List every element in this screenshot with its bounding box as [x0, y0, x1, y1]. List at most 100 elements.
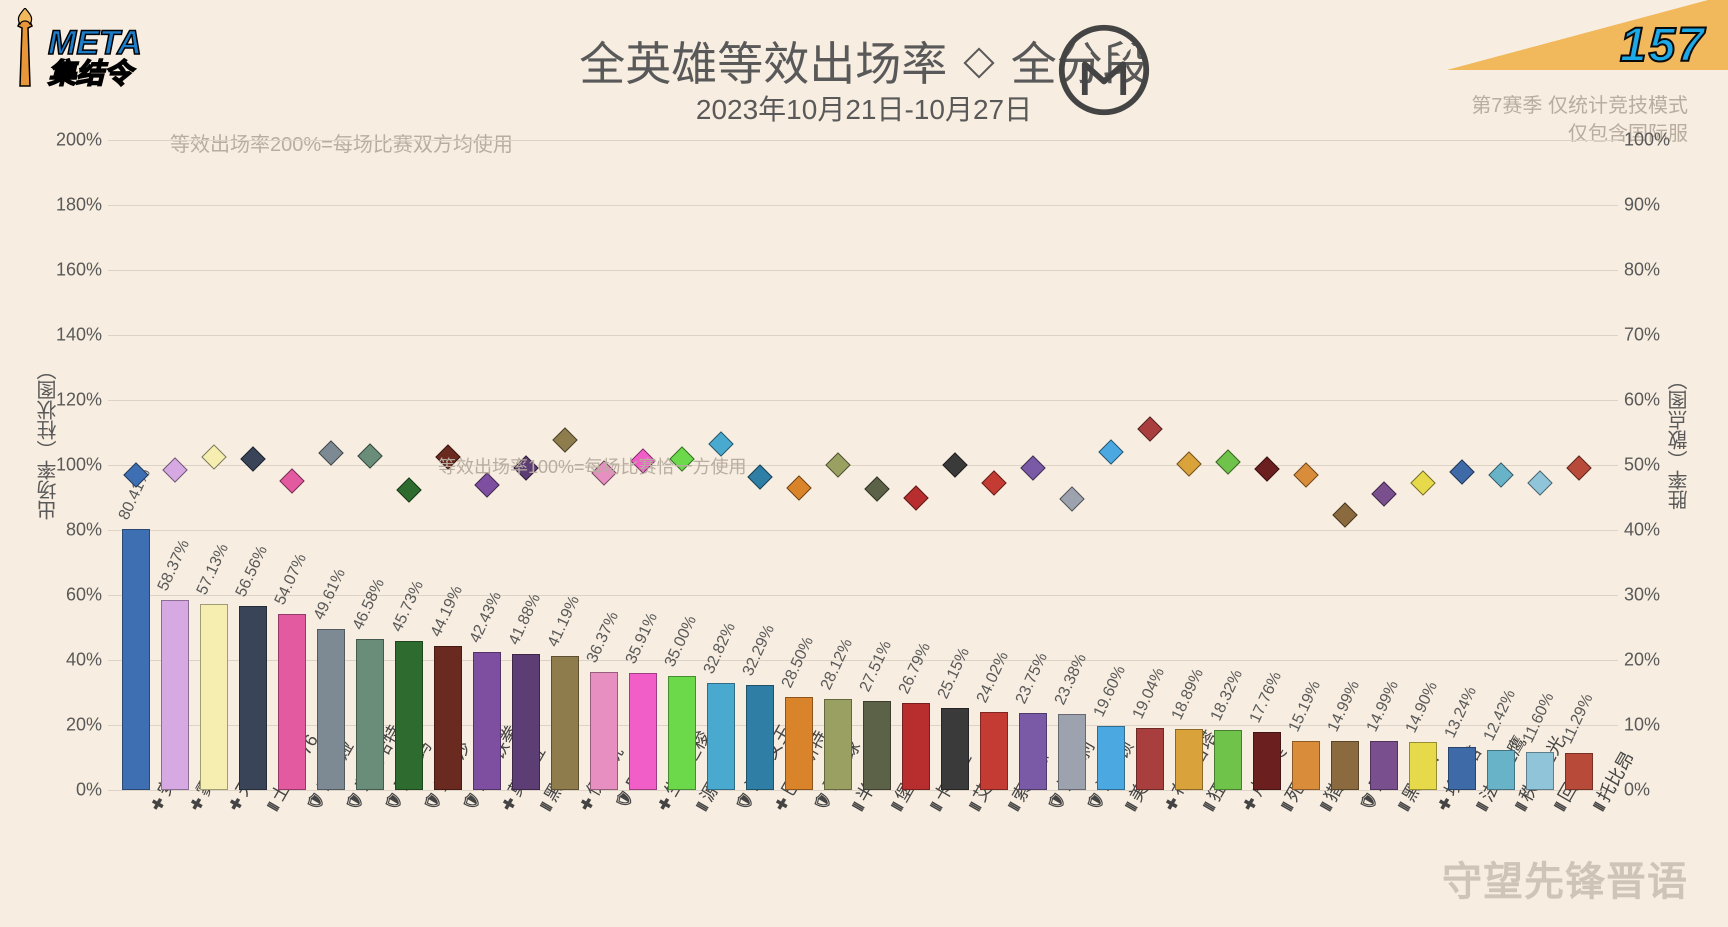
bar-value: 32.29% — [739, 622, 778, 679]
grid-line — [108, 205, 1618, 206]
bar-value: 24.02% — [973, 649, 1012, 706]
y-left-tick: 180% — [56, 195, 102, 216]
bar-黑影 — [512, 654, 540, 790]
y-left-tick: 140% — [56, 325, 102, 346]
bar-value: 58.37% — [154, 538, 193, 595]
bar-雾子 — [161, 600, 189, 790]
bar-value: 41.19% — [544, 593, 583, 650]
y-right-tick: 50% — [1624, 455, 1660, 476]
winrate-marker — [552, 428, 577, 453]
bar-巴蒂斯特 — [746, 685, 774, 790]
bar-路霸 — [1331, 741, 1359, 790]
y-right-tick: 70% — [1624, 325, 1660, 346]
y-left-tick: 120% — [56, 390, 102, 411]
bar-黑百合 — [1370, 741, 1398, 790]
winrate-marker — [1098, 439, 1123, 464]
bar-死神 — [1253, 732, 1281, 790]
bar-莱因哈特 — [317, 629, 345, 790]
bar-美 — [1097, 726, 1125, 790]
winrate-marker — [1527, 470, 1552, 495]
bar-value: 41.88% — [505, 591, 544, 648]
winrate-marker — [786, 475, 811, 500]
bar-卡西迪 — [902, 703, 930, 790]
bar-天使 — [200, 604, 228, 790]
bar-value: 23.75% — [1012, 650, 1051, 707]
y-right-tick: 60% — [1624, 390, 1660, 411]
bar-伊拉锐 — [551, 656, 579, 790]
bar-value: 36.37% — [583, 609, 622, 666]
y-left-tick: 100% — [56, 455, 102, 476]
winrate-marker — [162, 457, 187, 482]
bar-value: 14.90% — [1402, 679, 1441, 736]
bar-value: 14.99% — [1363, 679, 1402, 736]
winrate-marker — [1410, 470, 1435, 495]
bar-value: 15.19% — [1285, 678, 1324, 735]
winrate-marker — [279, 469, 304, 494]
grid-line — [108, 530, 1618, 531]
y-right-tick: 90% — [1624, 195, 1660, 216]
bar-奥丽莎 — [395, 641, 423, 790]
bar-value: 18.32% — [1207, 668, 1246, 725]
bar-安娜 — [122, 529, 150, 790]
y-right-tick: 80% — [1624, 260, 1660, 281]
bar-value: 35.00% — [661, 613, 700, 670]
y-left-tick: 60% — [66, 585, 102, 606]
bar-value: 19.60% — [1090, 664, 1129, 721]
y-left-tick: 0% — [76, 780, 102, 801]
bar-value: 42.43% — [466, 589, 505, 646]
winrate-marker — [318, 441, 343, 466]
grid-line — [108, 270, 1618, 271]
chart-page: 157 META 集结令 全英雄等效出场率 全分段 2023年10月21日-10… — [0, 0, 1728, 927]
bar-拉玛刹 — [1019, 713, 1047, 790]
bar-生命之梭 — [629, 673, 657, 790]
y-left-tick: 200% — [56, 130, 102, 151]
winrate-marker — [201, 444, 226, 469]
bar-破坏球 — [785, 697, 813, 790]
bar-索杰恩 — [980, 712, 1008, 790]
bar-value: 54.07% — [271, 551, 310, 608]
winrate-marker — [981, 470, 1006, 495]
y-right-tick: 100% — [1624, 130, 1670, 151]
winrate-marker — [903, 485, 928, 510]
bar-value: 45.73% — [388, 579, 427, 636]
bar-value: 26.79% — [895, 640, 934, 697]
bar-value: 32.82% — [700, 621, 739, 678]
winrate-marker — [1449, 459, 1474, 484]
bar-value: 17.76% — [1246, 669, 1285, 726]
bar-卢西奥 — [1214, 730, 1242, 790]
y-left-tick: 20% — [66, 715, 102, 736]
y-right-tick: 40% — [1624, 520, 1660, 541]
bar-半藏 — [824, 699, 852, 790]
grid-line — [108, 335, 1618, 336]
bar-value: 14.99% — [1324, 679, 1363, 736]
bar-value: 35.91% — [622, 611, 661, 668]
grid-line — [108, 140, 1618, 141]
winrate-marker — [942, 452, 967, 477]
watermark: 守望先锋晋语 — [1442, 849, 1688, 907]
bar-堡垒 — [863, 701, 891, 790]
winrate-marker — [864, 476, 889, 501]
bar-value: 28.12% — [817, 636, 856, 693]
winrate-marker — [1332, 502, 1357, 527]
bar-猎空 — [1292, 741, 1320, 790]
bar-value: 28.50% — [778, 635, 817, 692]
winrate-marker — [825, 452, 850, 477]
chart-title: 全英雄等效出场率 全分段 — [0, 28, 1728, 94]
winrate-marker — [1215, 449, 1240, 474]
bar-回声 — [1526, 752, 1554, 790]
winrate-marker — [1020, 455, 1045, 480]
y-axis-right-title: 胜率（散点图） — [1665, 370, 1694, 510]
winrate-marker — [1371, 482, 1396, 507]
winrate-marker — [747, 464, 772, 489]
bar-渣客女王 — [707, 683, 735, 790]
y-right-tick: 20% — [1624, 650, 1660, 671]
title-part1: 全英雄等效出场率 — [579, 38, 947, 90]
y-left-tick: 160% — [56, 260, 102, 281]
note-right-1: 第7赛季 仅统计竞技模式 — [1471, 92, 1688, 120]
bar-狂鼠 — [1175, 729, 1203, 790]
diamond-separator-icon — [963, 47, 994, 78]
bar-秩序之光 — [1487, 750, 1515, 790]
bar-布丽吉塔 — [1136, 728, 1164, 790]
overwatch-logo-icon — [1056, 22, 1152, 118]
grid-line — [108, 400, 1618, 401]
